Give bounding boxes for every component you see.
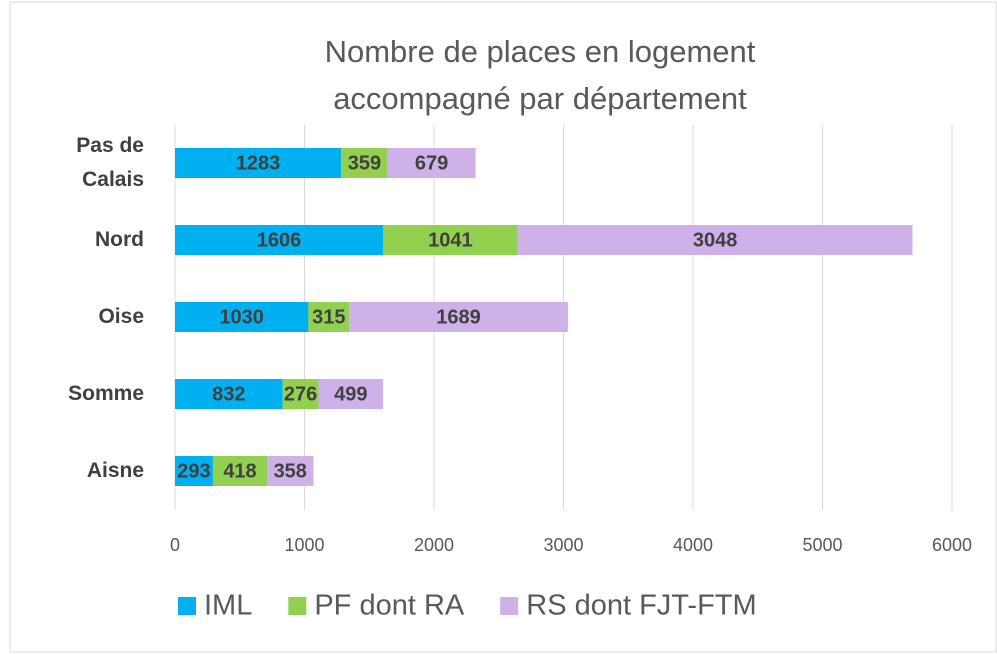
data-label: 1283 <box>236 152 281 174</box>
x-tick-label: 4000 <box>673 535 713 555</box>
legend-label: RS dont FJT-FTM <box>526 590 756 622</box>
legend-label: IML <box>204 590 252 622</box>
data-label: 679 <box>415 152 448 174</box>
y-tick-label: Somme <box>68 382 144 405</box>
chart-title: Nombre de places en logement accompagné … <box>324 34 756 116</box>
bar-segment <box>175 302 309 332</box>
y-tick-label: Pas de Calais <box>76 134 144 191</box>
y-tick-label: Oise <box>98 305 144 328</box>
data-label: 315 <box>312 306 345 328</box>
data-label: 293 <box>177 460 210 482</box>
y-tick-label: Aisne <box>86 459 144 482</box>
bar-segment <box>308 302 350 332</box>
bar-segment <box>341 148 388 178</box>
bar-segment <box>175 148 342 178</box>
bar-segment <box>517 225 913 255</box>
frame <box>9 1 997 653</box>
data-label: 1606 <box>257 229 302 251</box>
y-tick-label: Nord <box>95 228 144 251</box>
data-label: 832 <box>212 383 245 405</box>
bar-segment <box>212 456 268 486</box>
data-label: 3048 <box>693 229 738 251</box>
bar-segment <box>382 225 518 255</box>
data-label: 1689 <box>436 306 481 328</box>
x-tick-label: 1000 <box>284 535 324 555</box>
data-label: 359 <box>348 152 381 174</box>
bar-segment <box>318 379 384 409</box>
legend-swatch <box>178 597 196 615</box>
bar-segment <box>175 379 283 409</box>
data-label: 499 <box>334 383 367 405</box>
data-label: 1030 <box>219 306 264 328</box>
x-tick-label: 5000 <box>802 535 842 555</box>
data-label: 1041 <box>428 229 473 251</box>
bar-segment <box>282 379 319 409</box>
legend-label: PF dont RA <box>314 590 465 622</box>
bar-segment <box>387 148 476 178</box>
x-tick-label: 2000 <box>414 535 454 555</box>
x-tick-label: 6000 <box>932 535 972 555</box>
bar-segment <box>175 456 213 486</box>
bar-segment <box>349 302 568 332</box>
x-tick-label: 3000 <box>543 535 583 555</box>
legend-swatch <box>500 597 519 615</box>
bar-segment <box>267 456 314 486</box>
data-label: 276 <box>284 383 317 405</box>
bar-segment <box>175 225 383 255</box>
data-label: 418 <box>223 460 256 482</box>
legend-swatch <box>288 597 307 615</box>
data-label: 358 <box>274 460 307 482</box>
x-tick-label: 0 <box>170 535 180 555</box>
